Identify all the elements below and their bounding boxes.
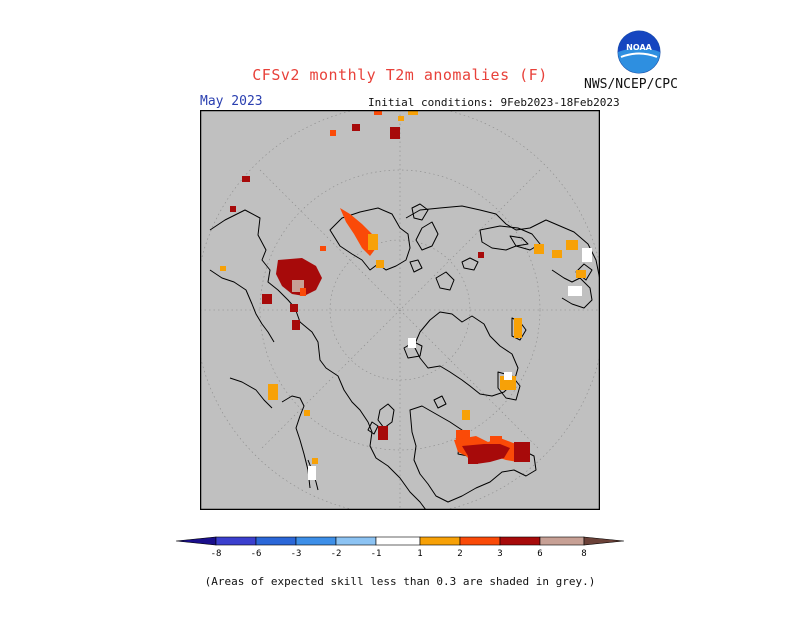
legend-swatch--2-to--1	[335, 536, 377, 546]
initial-conditions-label: Initial conditions: 9Feb2023-18Feb2023	[368, 96, 620, 109]
valid-month-label: May 2023	[200, 94, 263, 109]
legend-swatch--3-to--2	[295, 536, 337, 546]
noaa-logo-text: NOAA	[626, 43, 652, 52]
legend-swatch--8-to--6	[215, 536, 257, 546]
organization-label: NWS/NCEP/CPC	[584, 77, 678, 92]
map-frame	[200, 110, 600, 510]
color-legend: -8 -6 -3 -2 -1 1 2 3 6 8	[175, 536, 625, 559]
legend-tick-label: 8	[581, 549, 586, 559]
legend-tick-label: 1	[417, 549, 422, 559]
graticule	[200, 110, 600, 510]
map-title: CFSv2 monthly T2m anomalies (F)	[252, 66, 548, 84]
legend-swatch-1-to-2	[419, 536, 461, 546]
anomaly-cells	[220, 110, 592, 480]
legend-tick-label: -1	[371, 549, 382, 559]
legend-swatch-2-to-3	[459, 536, 501, 546]
legend-tick-label: -3	[291, 549, 302, 559]
legend-tick-label: -6	[251, 549, 262, 559]
legend-swatch-3-to-6	[499, 536, 541, 546]
legend-tick-label: 3	[497, 549, 502, 559]
skill-footnote: (Areas of expected skill less than 0.3 a…	[204, 575, 596, 588]
legend-tick-label: -8	[211, 549, 222, 559]
legend-swatch--1-to-1	[375, 536, 421, 546]
legend-swatch-gt-8	[583, 536, 625, 546]
legend-tick-label: 6	[537, 549, 542, 559]
anomaly-map	[200, 110, 600, 510]
legend-tick-label: -2	[331, 549, 342, 559]
legend-swatch-lt-8	[175, 536, 217, 546]
legend-swatch--6-to--3	[255, 536, 297, 546]
legend-swatch-6-to-8	[539, 536, 585, 546]
noaa-logo: NOAA	[617, 30, 661, 74]
legend-tick-label: 2	[457, 549, 462, 559]
